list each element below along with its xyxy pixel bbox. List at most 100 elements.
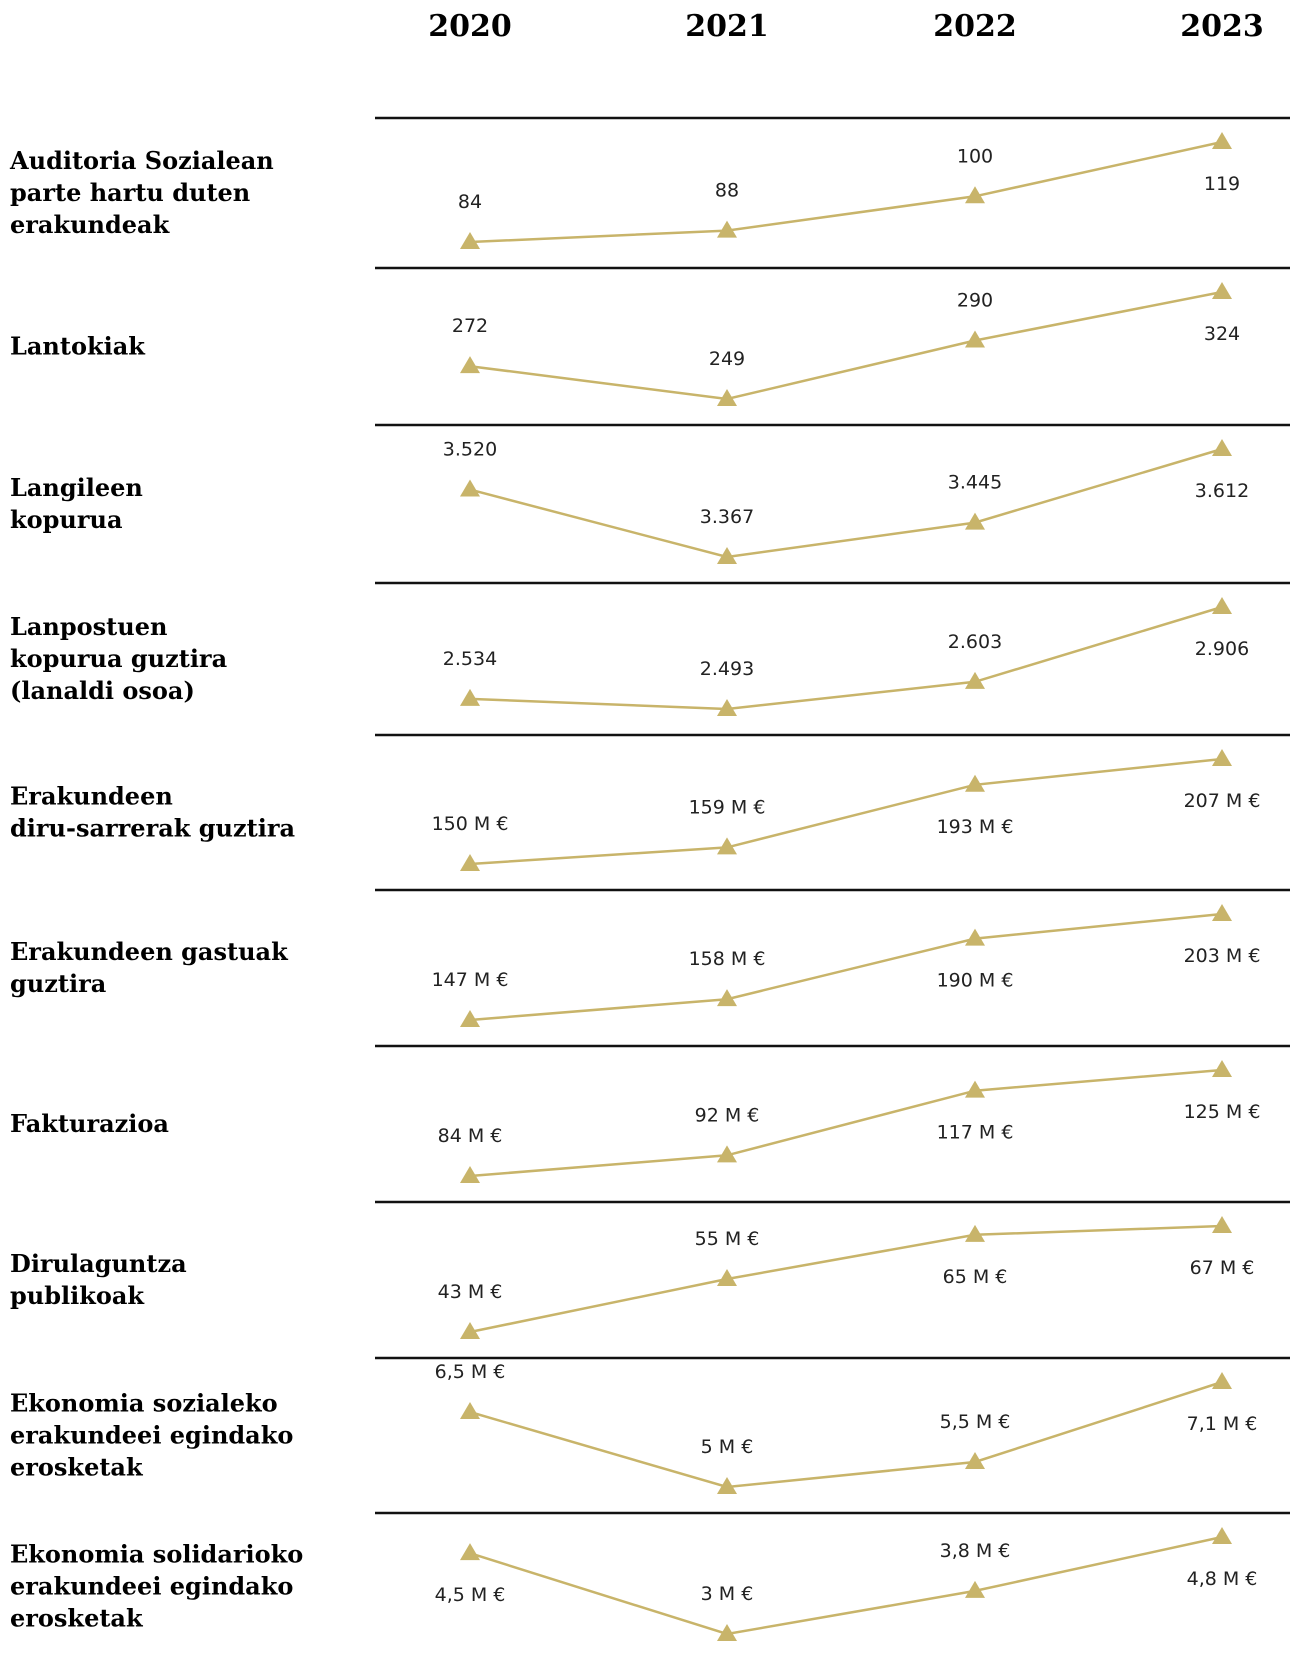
triangle-marker xyxy=(460,854,480,871)
value-label: 5,5 M € xyxy=(940,1411,1011,1433)
row-label: Ekonomia sozialeko erakundeei egindako ero… xyxy=(10,1389,293,1482)
triangle-marker xyxy=(460,1322,480,1339)
series-line xyxy=(469,140,1223,244)
triangle-marker xyxy=(965,1224,985,1242)
series-line xyxy=(469,447,1223,559)
triangle-marker xyxy=(460,479,480,497)
value-label: 100 xyxy=(957,145,993,167)
value-label: 203 M € xyxy=(1184,945,1261,967)
value-label: 190 M € xyxy=(937,970,1014,992)
series-line xyxy=(469,757,1223,866)
value-label: 3.520 xyxy=(443,439,497,461)
value-label: 207 M € xyxy=(1184,790,1261,812)
value-label: 84 xyxy=(458,191,482,213)
triangle-marker xyxy=(717,989,737,1007)
triangle-marker xyxy=(460,1402,480,1419)
triangle-marker xyxy=(965,1080,985,1098)
triangle-marker xyxy=(717,547,737,564)
row-label: Ekonomia solidarioko erakundeei egindako e… xyxy=(10,1540,303,1633)
value-label: 324 xyxy=(1204,323,1240,345)
value-label: 67 M € xyxy=(1190,1257,1255,1279)
triangle-marker xyxy=(965,928,985,946)
triangle-marker xyxy=(965,186,985,204)
triangle-marker xyxy=(1212,1060,1232,1077)
value-label: 117 M € xyxy=(937,1122,1014,1144)
value-label: 290 xyxy=(957,290,993,312)
value-label: 2.493 xyxy=(700,658,754,680)
row-label: Lantokiak xyxy=(10,332,146,361)
triangle-marker xyxy=(717,220,737,238)
value-label: 249 xyxy=(709,348,745,370)
triangle-marker xyxy=(965,774,985,792)
triangle-marker xyxy=(717,389,737,406)
value-label: 3 M € xyxy=(701,1583,754,1605)
triangle-marker xyxy=(460,1010,480,1027)
value-label: 4,8 M € xyxy=(1187,1568,1258,1590)
value-label: 150 M € xyxy=(432,813,509,835)
triangle-marker xyxy=(460,232,480,249)
year-header: 2020 xyxy=(428,9,512,44)
triangle-marker xyxy=(1212,1216,1232,1233)
value-label: 43 M € xyxy=(438,1281,503,1303)
row-label: Erakundeen diru-sarrerak guztira xyxy=(10,782,295,843)
series-line xyxy=(469,1380,1223,1489)
triangle-marker xyxy=(1212,132,1232,149)
triangle-marker xyxy=(965,512,985,530)
triangle-marker xyxy=(965,330,985,348)
triangle-marker xyxy=(965,671,985,689)
triangle-marker xyxy=(1212,1527,1232,1544)
triangle-marker xyxy=(965,1580,985,1598)
value-label: 65 M € xyxy=(943,1266,1008,1288)
series-line xyxy=(469,290,1223,401)
triangle-marker xyxy=(1212,597,1232,614)
value-label: 55 M € xyxy=(695,1228,760,1250)
triangle-marker xyxy=(717,837,737,855)
triangle-marker xyxy=(460,356,480,374)
triangle-marker xyxy=(1212,1372,1232,1389)
value-label: 125 M € xyxy=(1184,1101,1261,1123)
value-label: 147 M € xyxy=(432,969,509,991)
triangle-marker xyxy=(460,1543,480,1561)
triangle-marker xyxy=(965,1452,985,1469)
series-line xyxy=(469,912,1223,1022)
year-header: 2021 xyxy=(685,9,769,44)
triangle-marker xyxy=(717,699,737,716)
triangle-marker xyxy=(717,1477,737,1494)
triangle-marker xyxy=(717,1624,737,1641)
triangle-marker xyxy=(1212,749,1232,766)
row-label: Auditoria Sozialean parte hartu duten erak… xyxy=(9,146,274,239)
series-line xyxy=(469,1224,1223,1334)
value-label: 88 xyxy=(715,180,739,202)
year-header: 2023 xyxy=(1180,9,1264,44)
triangle-marker xyxy=(717,1269,737,1286)
series-line xyxy=(469,605,1223,711)
year-header: 2022 xyxy=(933,9,1017,44)
row-label: Dirulaguntza publikoak xyxy=(10,1249,187,1310)
row-label: Langileen kopurua xyxy=(10,473,143,534)
triangle-marker xyxy=(1212,904,1232,921)
triangle-marker xyxy=(1212,282,1232,299)
value-label: 84 M € xyxy=(438,1125,503,1147)
row-label: Fakturazioa xyxy=(10,1109,169,1138)
series-line xyxy=(469,1068,1223,1178)
value-label: 3,8 M € xyxy=(940,1540,1011,1562)
value-label: 119 xyxy=(1204,173,1240,195)
value-label: 2.534 xyxy=(443,648,497,670)
triangle-marker xyxy=(460,688,480,706)
series-line xyxy=(469,1535,1223,1636)
triangle-marker xyxy=(717,1145,737,1163)
value-label: 2.906 xyxy=(1195,638,1249,660)
value-label: 3.612 xyxy=(1195,480,1249,502)
value-label: 92 M € xyxy=(695,1104,760,1126)
value-label: 7,1 M € xyxy=(1187,1413,1258,1435)
value-label: 272 xyxy=(452,315,488,337)
value-label: 6,5 M € xyxy=(435,1361,506,1383)
value-label: 5 M € xyxy=(701,1436,754,1458)
value-label: 159 M € xyxy=(689,796,766,818)
row-label: Lanpostuen kopurua guztira (lanaldi osoa) xyxy=(10,612,227,705)
triangle-marker xyxy=(460,1166,480,1183)
value-label: 193 M € xyxy=(937,816,1014,838)
value-label: 4,5 M € xyxy=(435,1584,506,1606)
value-label: 3.367 xyxy=(700,506,754,528)
